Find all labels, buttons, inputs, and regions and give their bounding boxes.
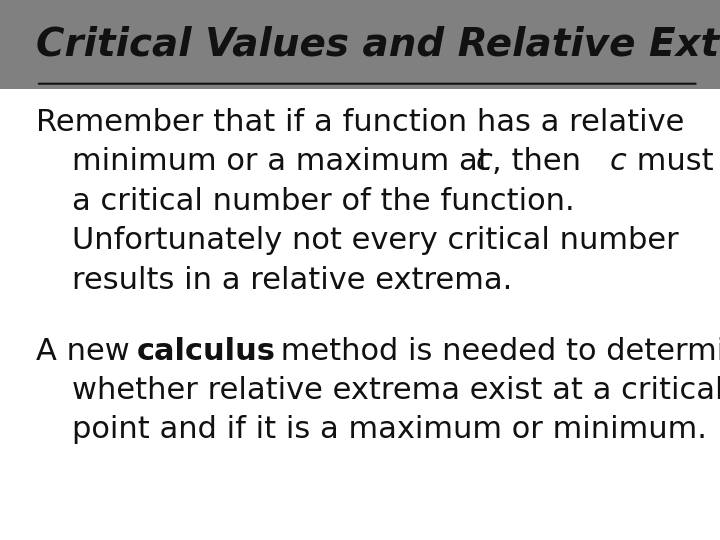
Text: minimum or a maximum at: minimum or a maximum at (72, 147, 500, 177)
Text: Remember that if a function has a relative: Remember that if a function has a relati… (36, 108, 685, 137)
Text: must be: must be (626, 147, 720, 177)
Text: Critical Values and Relative Extrema: Critical Values and Relative Extrema (36, 25, 720, 64)
Text: c: c (610, 147, 626, 177)
Text: a critical number of the function.: a critical number of the function. (72, 187, 575, 216)
Text: calculus: calculus (137, 336, 276, 366)
Text: , then: , then (492, 147, 591, 177)
Text: point and if it is a maximum or minimum.: point and if it is a maximum or minimum. (72, 415, 707, 444)
Text: c: c (475, 147, 492, 177)
Text: whether relative extrema exist at a critical: whether relative extrema exist at a crit… (72, 376, 720, 405)
Text: Unfortunately not every critical number: Unfortunately not every critical number (72, 226, 679, 255)
Text: A new: A new (36, 336, 140, 366)
Text: method is needed to determine: method is needed to determine (271, 336, 720, 366)
Text: results in a relative extrema.: results in a relative extrema. (72, 266, 512, 295)
Bar (0, 0, 720, 89)
